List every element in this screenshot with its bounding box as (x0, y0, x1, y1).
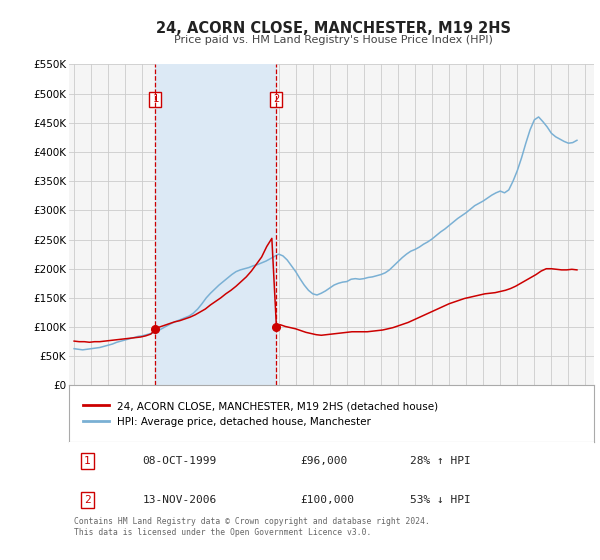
Text: Contains HM Land Registry data © Crown copyright and database right 2024.
This d: Contains HM Land Registry data © Crown c… (74, 517, 430, 537)
Text: 13-NOV-2006: 13-NOV-2006 (143, 494, 217, 505)
Text: 53% ↓ HPI: 53% ↓ HPI (410, 494, 471, 505)
Text: 1: 1 (152, 95, 158, 104)
Text: £96,000: £96,000 (300, 456, 347, 466)
Text: 24, ACORN CLOSE, MANCHESTER, M19 2HS: 24, ACORN CLOSE, MANCHESTER, M19 2HS (155, 21, 511, 36)
Legend: 24, ACORN CLOSE, MANCHESTER, M19 2HS (detached house), HPI: Average price, detac: 24, ACORN CLOSE, MANCHESTER, M19 2HS (de… (79, 398, 441, 430)
Bar (155, 64, 277, 385)
Text: 08-OCT-1999: 08-OCT-1999 (143, 456, 217, 466)
Text: 1: 1 (84, 456, 91, 466)
Text: Price paid vs. HM Land Registry's House Price Index (HPI): Price paid vs. HM Land Registry's House … (173, 35, 493, 45)
Text: 2: 2 (84, 494, 91, 505)
Text: 2: 2 (274, 95, 280, 104)
Text: 28% ↑ HPI: 28% ↑ HPI (410, 456, 471, 466)
Text: £100,000: £100,000 (300, 494, 354, 505)
